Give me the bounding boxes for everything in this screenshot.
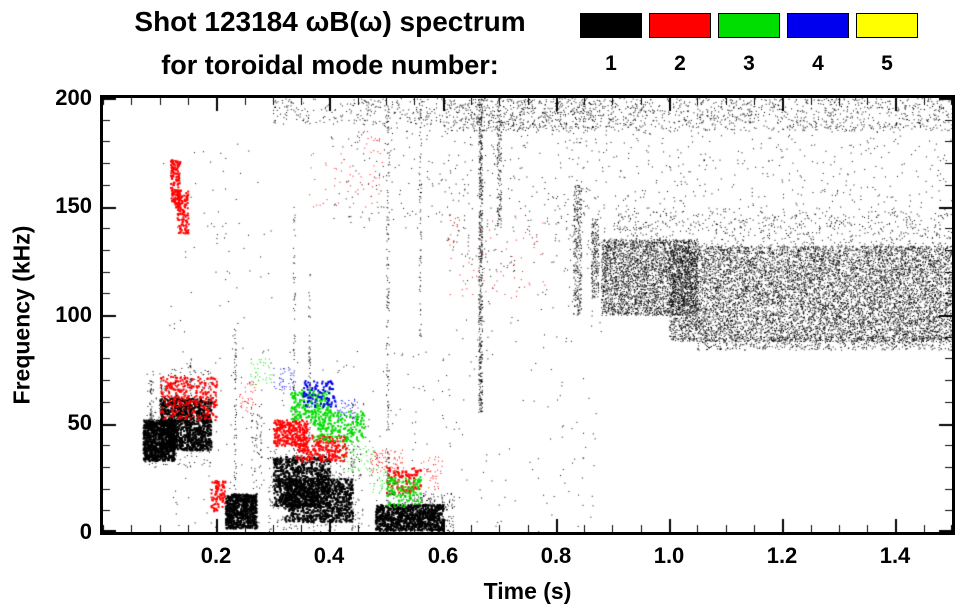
legend-swatch-mode-5 [856,13,918,38]
legend-label-mode-5: 5 [881,52,893,75]
legend-label-mode-1: 1 [605,52,617,75]
x-tick-label-1.2: 1.2 [766,543,798,568]
x-axis-title: Time (s) [483,578,572,604]
x-tick-label-1.4: 1.4 [879,543,911,568]
y-tick-label-200: 200 [55,85,92,110]
legend-swatch-mode-2 [649,13,711,38]
x-tick-label-0.2: 0.2 [200,543,232,568]
legend-swatch-mode-3 [718,13,780,38]
plot-area [100,95,955,535]
figure-subtitle: for toroidal mode number: [161,50,499,80]
spectrogram-canvas [103,98,952,532]
y-tick-label-100: 100 [55,302,92,327]
legend-label-mode-2: 2 [674,52,686,75]
x-tick-label-0.6: 0.6 [427,543,459,568]
legend-swatch-mode-1 [580,13,642,38]
x-tick-label-0.4: 0.4 [313,543,345,568]
y-tick-label-0: 0 [79,519,92,544]
y-tick-label-50: 50 [67,410,92,435]
x-tick-label-1.0: 1.0 [653,543,685,568]
legend-label-mode-4: 4 [812,52,824,75]
legend-swatch-mode-4 [787,13,849,38]
figure-title: Shot 123184 ωB(ω) spectrum [134,6,526,37]
x-tick-label-0.8: 0.8 [540,543,572,568]
y-tick-label-150: 150 [55,193,92,218]
legend-label-mode-3: 3 [743,52,755,75]
